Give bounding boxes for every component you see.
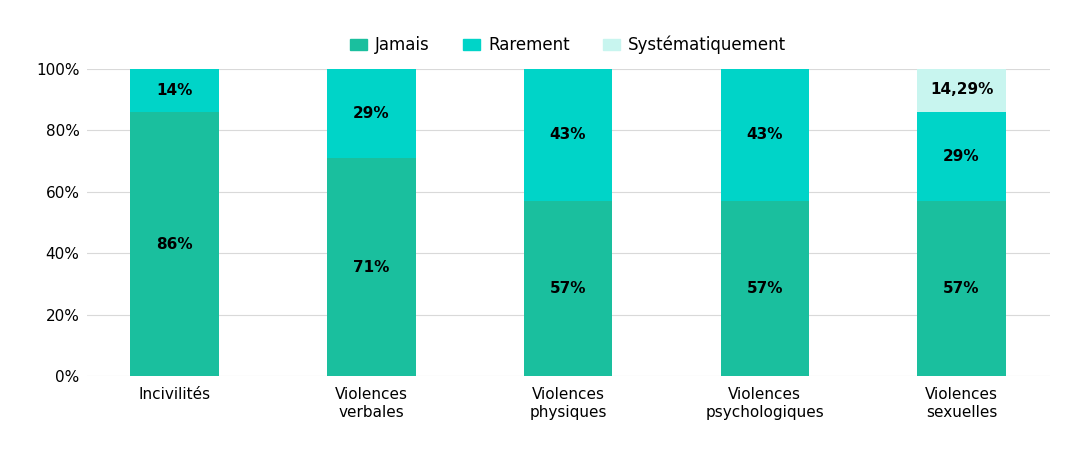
Text: 57%: 57% (550, 281, 586, 296)
Bar (721, 69, 809, 201)
Text: 29%: 29% (944, 149, 980, 164)
Text: 14,29%: 14,29% (929, 83, 993, 97)
Text: 57%: 57% (944, 281, 980, 296)
Text: 86%: 86% (156, 237, 193, 252)
Bar (524, 201, 612, 376)
Bar (524, 69, 612, 201)
Bar (918, 201, 1006, 376)
Text: 14%: 14% (157, 83, 193, 98)
Text: 43%: 43% (747, 128, 783, 142)
Bar (130, 112, 219, 376)
Bar (721, 201, 809, 376)
Bar (327, 158, 415, 376)
Bar (918, 112, 1006, 201)
Bar (327, 69, 415, 158)
Legend: Jamais, Rarement, Systématiquement: Jamais, Rarement, Systématiquement (349, 36, 787, 54)
Text: 29%: 29% (353, 106, 390, 121)
Bar (918, 68, 1006, 112)
Text: 57%: 57% (747, 281, 783, 296)
Text: 43%: 43% (550, 128, 586, 142)
Text: 71%: 71% (353, 260, 390, 274)
Bar (130, 69, 219, 112)
